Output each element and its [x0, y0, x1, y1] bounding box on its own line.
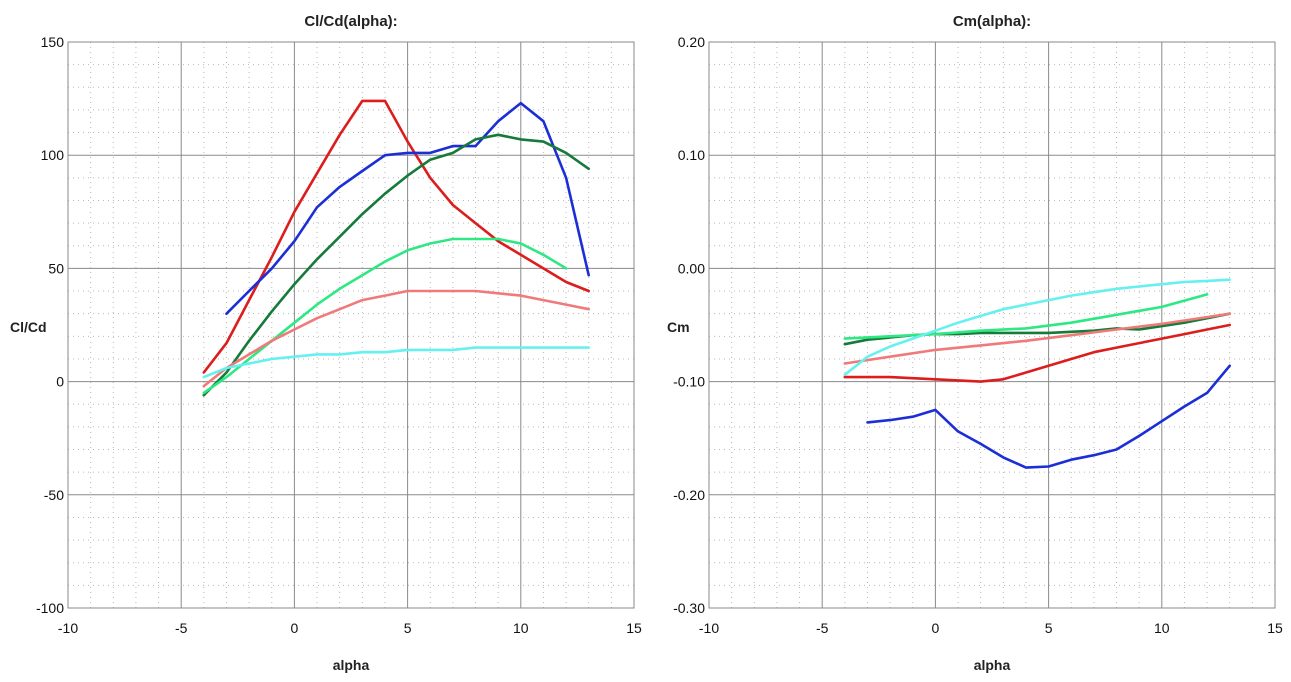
cm-y-tick-label: 0.20 — [678, 34, 705, 50]
clcd-series-line-6 — [202, 346, 591, 379]
cm-plot-area — [708, 41, 1276, 609]
cm-x-axis-label: alpha — [974, 657, 1011, 673]
cm-series-line-6 — [843, 278, 1231, 377]
clcd-y-ticks: -100 -50 0 50 100 150 — [36, 34, 64, 616]
clcd-y-tick-label: 100 — [41, 147, 65, 163]
clcd-x-tick-label: 15 — [626, 620, 642, 636]
clcd-series-group — [202, 99, 591, 397]
cm-y-tick-label: -0.20 — [673, 487, 705, 503]
clcd-plot-area — [67, 41, 635, 609]
cm-y-tick-label: -0.10 — [673, 374, 705, 390]
clcd-x-tick-label: -5 — [175, 620, 188, 636]
cm-series-group — [843, 278, 1231, 469]
clcd-y-tick-label: 150 — [41, 34, 65, 50]
clcd-y-tick-label: 50 — [48, 260, 64, 276]
clcd-y-axis-label: Cl/Cd — [10, 319, 47, 335]
clcd-y-tick-label: 0 — [56, 374, 64, 390]
cm-y-tick-label: 0.00 — [678, 260, 705, 276]
clcd-x-tick-label: -10 — [58, 620, 78, 636]
cm-series-line-5 — [843, 312, 1231, 365]
cm-series-line-4 — [843, 293, 1209, 340]
cm-y-ticks: -0.30 -0.20 -0.10 0.00 0.10 0.20 — [673, 34, 705, 616]
clcd-x-tick-label: 10 — [513, 620, 529, 636]
cm-y-tick-label: -0.30 — [673, 600, 705, 616]
cm-x-tick-label: 5 — [1045, 620, 1053, 636]
clcd-x-tick-label: 0 — [291, 620, 299, 636]
clcd-series-line-3 — [202, 133, 591, 397]
clcd-major-grid — [67, 41, 635, 609]
cm-x-ticks: -10 -5 0 5 10 15 — [699, 620, 1283, 636]
cm-series-line-1 — [843, 323, 1231, 383]
cm-chart: -10 -5 0 5 10 15 -0.30-0.20-0.100.000.100.20 … — [667, 13, 1283, 673]
clcd-y-tick-label: -100 — [36, 600, 64, 616]
clcd-y-tick-label: -50 — [44, 487, 64, 503]
clcd-series-line-4 — [202, 237, 568, 395]
cm-x-tick-label: 15 — [1267, 620, 1283, 636]
clcd-chart-title: Cl/Cd(alpha): — [304, 13, 397, 30]
clcd-series-line-2 — [225, 101, 591, 316]
cm-x-tick-label: 10 — [1154, 620, 1170, 636]
clcd-series-line-5 — [202, 289, 591, 388]
cm-y-axis-label: Cm — [667, 319, 690, 335]
cm-x-tick-label: -5 — [816, 620, 829, 636]
clcd-x-axis-label: alpha — [333, 657, 370, 673]
cm-y-tick-label: 0.10 — [678, 147, 705, 163]
clcd-x-ticks: -10 -5 0 5 10 15 — [58, 620, 642, 636]
cm-x-tick-label: -10 — [699, 620, 719, 636]
clcd-x-tick-label: 5 — [404, 620, 412, 636]
cm-chart-title: Cm(alpha): — [953, 13, 1031, 30]
cm-series-line-2 — [866, 364, 1231, 469]
cm-x-tick-label: 0 — [932, 620, 940, 636]
clcd-series-line-1 — [202, 99, 591, 374]
